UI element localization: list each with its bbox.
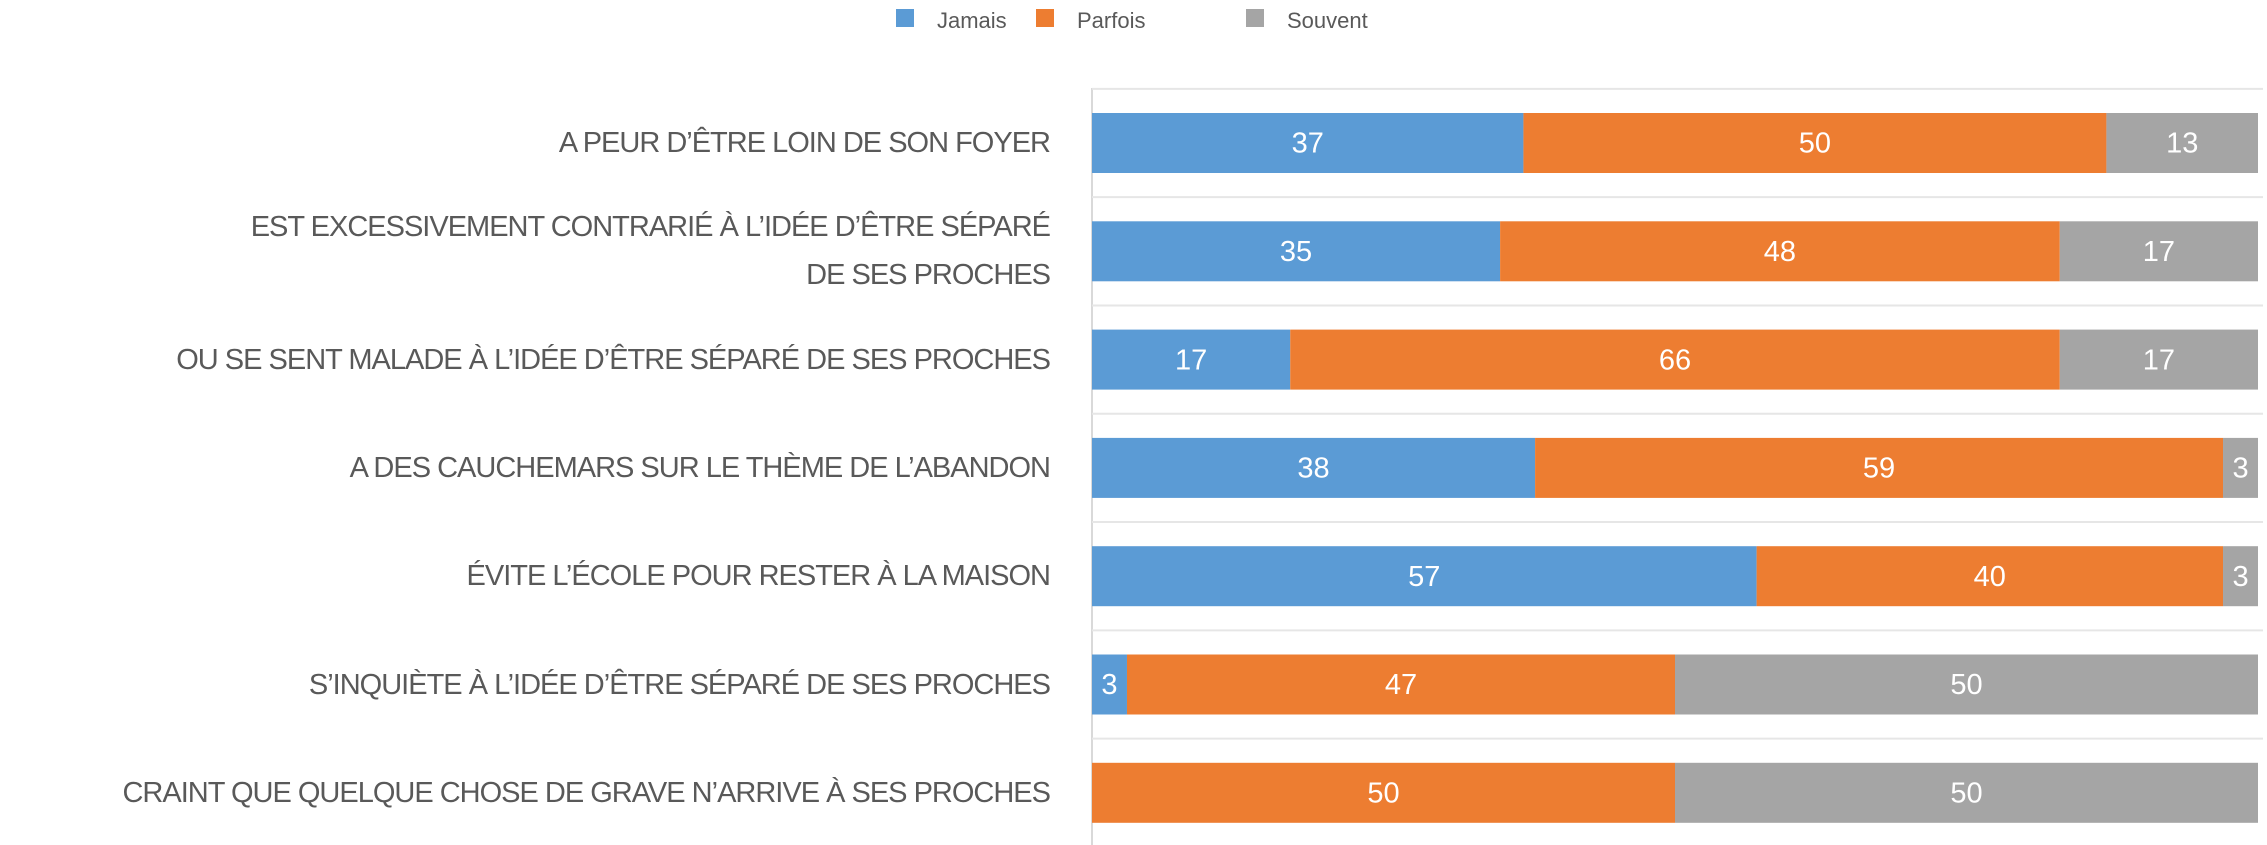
category-label: S’INQUIÈTE À L’IDÉE D’ÊTRE SÉPARÉ DE SES… [308, 668, 1051, 701]
category-label: OU SE SENT MALADE À L’IDÉE D’ÊTRE SÉPARÉ… [176, 343, 1051, 376]
bar-segment [1675, 762, 2258, 823]
legend-swatch [1246, 9, 1264, 27]
data-label: 47 [1385, 669, 1417, 701]
bar-segment [1756, 546, 2224, 607]
bar-segment [1523, 113, 2107, 173]
bar-segment [2106, 113, 2258, 173]
data-label: 3 [1101, 669, 1117, 701]
bar-segment [1092, 546, 1757, 607]
bar-segment [1126, 654, 1675, 715]
data-label: 35 [1280, 236, 1312, 268]
category-label: EST EXCESSIVEMENT CONTRARIÉ À L’IDÉE D’Ê… [250, 211, 1051, 292]
bar-segment [1092, 762, 1675, 823]
legend-swatch [1036, 9, 1054, 27]
bar-segment [1092, 221, 1501, 282]
data-label: 57 [1408, 561, 1440, 593]
category-label: A PEUR D’ÊTRE LOIN DE SON FOYER [558, 127, 1051, 159]
data-label: 38 [1297, 453, 1329, 485]
bar-segment [1092, 113, 1524, 173]
data-label: 13 [2166, 128, 2198, 160]
data-label: 3 [2232, 561, 2248, 593]
data-label: 17 [2143, 236, 2175, 268]
data-label: 37 [1292, 128, 1324, 160]
bar-segment [2059, 221, 2258, 282]
bar-segment [1675, 654, 2258, 715]
data-label: 66 [1659, 344, 1691, 376]
data-label: 50 [1950, 777, 1982, 809]
data-label: 50 [1950, 669, 1982, 701]
data-label: 59 [1863, 453, 1895, 485]
bar-segment [1290, 329, 2060, 390]
bar-segment [1092, 654, 1127, 715]
legend-label: Jamais [937, 8, 1007, 33]
legend-label: Parfois [1077, 8, 1145, 33]
bar-segment [1092, 329, 1291, 390]
bar-segment [2223, 437, 2258, 498]
data-label: 40 [1974, 561, 2006, 593]
data-label: 17 [1175, 344, 1207, 376]
bar-segment [2059, 329, 2258, 390]
data-label: 50 [1367, 777, 1399, 809]
data-label: 3 [2232, 453, 2248, 485]
category-label: CRAINT QUE QUELQUE CHOSE DE GRAVE N’ARRI… [122, 776, 1051, 809]
data-label: 50 [1799, 128, 1831, 160]
data-label: 17 [2143, 344, 2175, 376]
bar-segment [1092, 437, 1536, 498]
bar-segment [2223, 546, 2258, 607]
bar-segment [1535, 437, 2224, 498]
category-label: A DES CAUCHEMARS SUR LE THÈME DE L’ABAND… [349, 451, 1051, 484]
category-label: ÉVITE L’ÉCOLE POUR RESTER À LA MAISON [466, 560, 1051, 593]
bar-segment [1500, 221, 2060, 282]
legend-swatch [896, 9, 914, 27]
legend-label: Souvent [1287, 8, 1368, 33]
data-label: 48 [1764, 236, 1796, 268]
